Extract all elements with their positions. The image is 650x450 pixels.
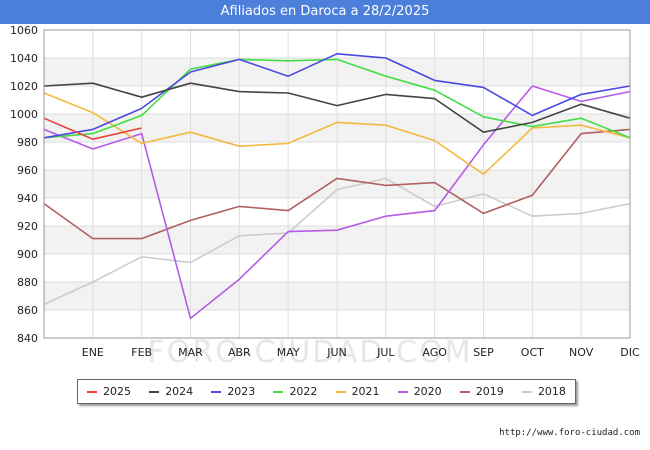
legend-item-2023: 2023 — [211, 385, 255, 398]
x-tick-label: SEP — [473, 346, 494, 359]
y-tick-label: 900 — [17, 248, 38, 261]
series-line-2018 — [43, 177, 631, 306]
series-line-2020 — [43, 85, 631, 320]
legend-label: 2020 — [413, 385, 442, 398]
legend: 2025 2024 2023 2022 2021 2020 2019 2018 — [77, 379, 576, 404]
y-tick-label: 960 — [17, 164, 38, 177]
y-tick-label: 940 — [17, 192, 38, 205]
series-line-2022 — [43, 58, 631, 139]
y-tick-label: 1040 — [10, 52, 38, 65]
x-tick-label: MAY — [277, 346, 300, 359]
y-tick-label: 920 — [17, 220, 38, 233]
x-tick-label: JUN — [326, 346, 347, 359]
x-tick-label: JUL — [376, 346, 395, 359]
x-tick-label: DIC — [620, 346, 640, 359]
legend-label: 2019 — [475, 385, 504, 398]
x-tick-label: MAR — [178, 346, 203, 359]
x-tick-label: FEB — [131, 346, 152, 359]
series-line-2023 — [43, 52, 631, 139]
chart-title: Afiliados en Daroca a 28/2/2025 — [0, 0, 650, 24]
legend-item-2025: 2025 — [87, 385, 131, 398]
x-tick-label: OCT — [521, 346, 544, 359]
y-tick-label: 840 — [17, 332, 38, 345]
legend-item-2024: 2024 — [149, 385, 193, 398]
legend-label: 2023 — [227, 385, 256, 398]
legend-swatch — [87, 390, 98, 393]
source-url[interactable]: http://www.foro-ciudad.com — [499, 428, 640, 438]
y-axis-ticks: 840 860 880 900 920 940 960 980 1000 1020 1040 1060 — [10, 24, 38, 345]
legend-item-2020: 2020 — [397, 385, 442, 398]
legend-label: 2024 — [165, 385, 194, 398]
series-line-2021 — [43, 92, 631, 175]
legend-swatch — [211, 390, 222, 393]
x-tick-label: NOV — [569, 346, 594, 359]
x-tick-label: AGO — [422, 346, 447, 359]
legend-label: 2022 — [289, 385, 318, 398]
x-axis-ticks: ENE FEB MAR ABR MAY JUN JUL AGO SEP OCT NOV DIC — [82, 346, 640, 359]
y-tick-label: 1060 — [10, 24, 38, 37]
y-tick-label: 1000 — [10, 108, 38, 121]
y-tick-label: 1020 — [10, 80, 38, 93]
watermark: FORO-CIUDAD.COM — [148, 335, 473, 370]
series-line-2019 — [43, 128, 631, 240]
legend-swatch — [335, 390, 346, 393]
legend-item-2019: 2019 — [459, 385, 504, 398]
x-tick-label: ABR — [228, 346, 251, 359]
legend-label: 2021 — [351, 385, 380, 398]
legend-label: 2018 — [537, 385, 566, 398]
legend-swatch — [149, 390, 160, 393]
legend-swatch — [521, 390, 532, 393]
y-tick-label: 860 — [17, 304, 38, 317]
legend-item-2021: 2021 — [335, 385, 380, 398]
series-line-2025 — [43, 117, 142, 140]
legend-item-2018: 2018 — [521, 385, 566, 398]
series-line-2024 — [43, 82, 631, 133]
legend-swatch — [273, 390, 284, 393]
plot-border — [43, 29, 631, 339]
y-tick-label: 880 — [17, 276, 38, 289]
legend-swatch — [459, 390, 470, 393]
legend-label: 2025 — [103, 385, 132, 398]
legend-swatch — [397, 390, 408, 393]
series-layer — [43, 52, 631, 320]
legend-item-2022: 2022 — [273, 385, 317, 398]
y-tick-label: 980 — [17, 136, 38, 149]
x-tick-label: ENE — [82, 346, 104, 359]
